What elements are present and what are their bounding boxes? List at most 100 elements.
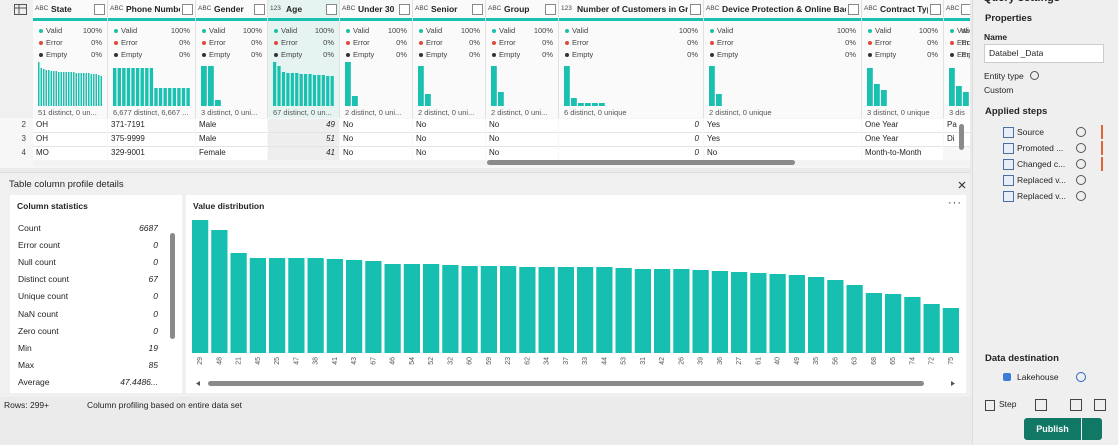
header-underline [559, 18, 703, 21]
column-header[interactable]: Gender [214, 4, 244, 14]
cell-text: Male [199, 134, 217, 143]
publish-button[interactable]: Publish [1024, 418, 1081, 440]
column-header[interactable]: Age [286, 4, 303, 14]
column-header[interactable]: Under 30 [358, 4, 395, 14]
applied-step[interactable]: Replaced v... [1017, 175, 1066, 185]
step-button-icon[interactable] [985, 400, 995, 411]
column-dropdown[interactable] [848, 4, 859, 15]
applied-step[interactable]: Changed c... [1017, 159, 1066, 169]
destination[interactable]: Lakehouse [1017, 372, 1059, 382]
column-type-icon: ABC [110, 5, 124, 12]
profile-bar [75, 73, 77, 106]
more-button[interactable]: ··· [948, 197, 962, 209]
cell [862, 133, 943, 147]
column-header[interactable]: Device Protection & Online Backup [722, 4, 846, 14]
toolbar-icon[interactable] [1035, 399, 1047, 411]
column-header[interactable]: Number of Customers in Group [577, 4, 688, 14]
profile-bar [172, 88, 177, 106]
profile-bar [295, 73, 299, 106]
section-title[interactable]: Properties [985, 13, 1032, 24]
column-header[interactable]: Senior [431, 4, 458, 14]
column-profile-chart [418, 66, 431, 106]
column-dropdown[interactable] [182, 4, 193, 15]
section-title[interactable]: Data destination [985, 353, 1059, 364]
applied-step[interactable]: Replaced v... [1017, 191, 1066, 201]
step-button[interactable]: Step [999, 399, 1017, 409]
profile-bar [145, 68, 149, 106]
name-input[interactable]: Databel _Data [984, 44, 1104, 63]
panel-title: Table column profile details [9, 179, 124, 190]
distinct-text: 3 distinct, 0 unique [867, 108, 930, 117]
cell [196, 133, 267, 147]
step-gear[interactable] [1076, 127, 1086, 137]
row-number-header [0, 0, 34, 118]
applied-step[interactable]: Source [1017, 127, 1044, 137]
step-gear[interactable] [1076, 159, 1086, 169]
profile-bar [38, 62, 40, 106]
x-tick-label: 65 [890, 357, 897, 365]
profile-panel: Table column profile details Column stati… [0, 172, 970, 397]
toolbar-icon[interactable] [1070, 399, 1082, 411]
publish-dropdown[interactable] [1082, 418, 1102, 440]
distribution-bar [865, 293, 882, 353]
quality-label: Empty [499, 50, 521, 59]
column-header[interactable]: Contract Type [880, 4, 928, 14]
v-scroll-thumb[interactable] [170, 233, 175, 339]
table-icon[interactable] [14, 4, 28, 16]
distribution-bar [249, 258, 266, 353]
column-dropdown[interactable] [930, 4, 941, 15]
applied-step[interactable]: Promoted ... [1017, 143, 1064, 153]
quality-dot [202, 53, 206, 57]
quality-value: 100% [170, 26, 190, 35]
profile-bar [68, 72, 70, 106]
cell [486, 119, 558, 133]
column-type-icon: ABC [342, 5, 356, 12]
column-header[interactable]: State [51, 4, 72, 14]
quality-value: 100% [82, 26, 102, 35]
close-button[interactable] [958, 181, 966, 189]
column-header[interactable]: Phone Number [126, 4, 180, 14]
profile-bar [43, 69, 45, 106]
column-dropdown[interactable] [961, 4, 970, 15]
quality-dot [39, 41, 43, 45]
quality-label: Valid [875, 26, 892, 35]
quality-label: Error [572, 38, 589, 47]
profile-bar [578, 103, 584, 106]
column-header[interactable]: Group [504, 4, 530, 14]
quality-label: Empty [875, 50, 897, 59]
step-gear[interactable] [1076, 143, 1086, 153]
column-dropdown[interactable] [472, 4, 483, 15]
x-tick-label: 46 [390, 357, 397, 365]
column-dropdown[interactable] [545, 4, 556, 15]
column-dropdown[interactable] [399, 4, 410, 15]
column-dropdown[interactable] [326, 4, 337, 15]
x-tick-label: 54 [409, 357, 416, 365]
cell-text: 0 [694, 148, 699, 157]
profile-bar [78, 73, 80, 106]
v-scroll-thumb[interactable] [959, 124, 964, 150]
x-tick-label: 62 [524, 357, 531, 365]
quality-dot [346, 53, 350, 57]
column-dropdown[interactable] [690, 4, 701, 15]
destination-info[interactable] [1076, 372, 1086, 382]
column-dropdown[interactable] [94, 4, 105, 15]
column-dropdown[interactable] [254, 4, 265, 15]
h-scroll-thumb[interactable] [487, 160, 795, 165]
section-title[interactable]: Applied steps [985, 106, 1048, 117]
quality-label: Empty [717, 50, 739, 59]
profile-bar [158, 88, 163, 106]
step-gear[interactable] [1076, 191, 1086, 201]
header-underline [340, 18, 412, 21]
cell-text: Yes [707, 120, 721, 129]
cell-text: 375-9999 [111, 134, 145, 143]
cell-text: 41 [326, 148, 335, 157]
cell [340, 119, 412, 133]
toolbar-icon[interactable] [1094, 399, 1106, 411]
quality-dot [710, 41, 714, 45]
quality-value: 100% [387, 26, 407, 35]
x-tick-label: 26 [678, 357, 685, 365]
distribution-bar [711, 271, 728, 353]
step-gear[interactable] [1076, 175, 1086, 185]
